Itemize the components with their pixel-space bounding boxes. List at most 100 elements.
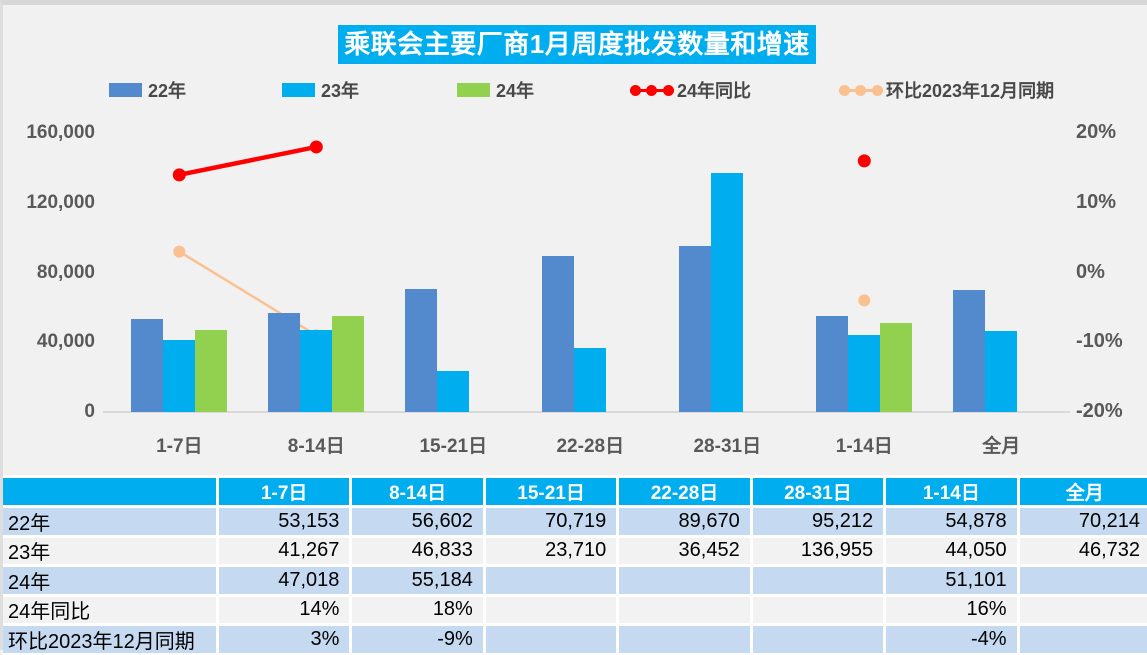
table-cell-24年同比-28-31日[interactable] <box>752 596 884 623</box>
table-header-1-7日[interactable]: 1-7日 <box>219 478 350 505</box>
table-cell-22年-28-31日[interactable]: 95,212 <box>752 508 884 535</box>
table-cell-环比2023年12月同期-15-21日[interactable] <box>485 626 617 653</box>
legend-item-24年[interactable]: 24年 <box>457 79 534 101</box>
table-cell-23年-22-28日[interactable]: 36,452 <box>619 537 750 564</box>
bar-24年-8-14日[interactable] <box>332 315 365 412</box>
legend-dot <box>646 85 657 96</box>
line-marker-环比2023年12月同期-1-7日 <box>173 245 186 258</box>
legend-label: 24年 <box>496 81 535 101</box>
y-axis-tick-right: 0% <box>1076 260 1105 283</box>
y-axis-tick-right: -10% <box>1076 330 1123 353</box>
bar-23年-28-31日[interactable] <box>711 173 744 412</box>
table-header-corner[interactable] <box>3 478 216 505</box>
y-axis-tick-left: 120,000 <box>26 191 95 213</box>
table-header-28-31日[interactable]: 28-31日 <box>752 478 884 505</box>
bar-22年-8-14日[interactable] <box>268 313 301 412</box>
table-header-15-21日[interactable]: 15-21日 <box>485 478 617 505</box>
legend-dot <box>839 85 850 96</box>
table-cell-22年-1-7日[interactable]: 53,153 <box>219 508 350 535</box>
bar-22年-1-7日[interactable] <box>131 319 164 412</box>
bar-22年-28-31日[interactable] <box>679 245 712 412</box>
x-axis-label-1-14日: 1-14日 <box>835 436 893 457</box>
x-axis-label-8-14日: 8-14日 <box>287 436 345 457</box>
table-cell-24年同比-8-14日[interactable]: 18% <box>352 596 483 623</box>
table-cell-24年-22-28日[interactable] <box>619 567 750 594</box>
table-cell-22年-22-28日[interactable]: 89,670 <box>619 508 750 535</box>
legend-label: 24年同比 <box>677 81 752 101</box>
bar-23年-全月[interactable] <box>985 330 1018 412</box>
bar-22年-全月[interactable] <box>953 289 986 412</box>
table-cell-24年同比-1-14日[interactable]: 16% <box>886 596 1017 623</box>
legend-item-23年[interactable]: 23年 <box>282 79 359 101</box>
line-marker-24年同比-1-14日 <box>857 154 871 168</box>
bar-22年-22-28日[interactable] <box>542 255 575 412</box>
x-axis-label-28-31日: 28-31日 <box>693 436 762 457</box>
bar-22年-1-14日[interactable] <box>816 316 849 412</box>
table-cell-23年-1-14日[interactable]: 44,050 <box>886 537 1017 564</box>
table-cell-23年-8-14日[interactable]: 46,833 <box>352 537 483 564</box>
table-header-全月[interactable]: 全月 <box>1019 478 1147 505</box>
row-label-24年同比[interactable]: 24年同比 <box>3 596 216 623</box>
bar-23年-1-7日[interactable] <box>163 340 196 412</box>
legend-dot <box>630 85 641 96</box>
table-cell-23年-1-7日[interactable]: 41,267 <box>219 537 350 564</box>
x-axis-label-22-28日: 22-28日 <box>556 436 625 457</box>
table-cell-24年同比-1-7日[interactable]: 14% <box>219 596 350 623</box>
table-cell-22年-1-14日[interactable]: 54,878 <box>886 508 1017 535</box>
table-cell-环比2023年12月同期-全月[interactable] <box>1019 626 1147 653</box>
table-cell-24年-28-31日[interactable] <box>752 567 884 594</box>
y-axis-tick-left: 80,000 <box>36 261 95 283</box>
table-cell-24年-15-21日[interactable] <box>485 567 617 594</box>
table-cell-环比2023年12月同期-1-14日[interactable]: -4% <box>886 626 1017 653</box>
table-cell-23年-15-21日[interactable]: 23,710 <box>485 537 617 564</box>
line-marker-环比2023年12月同期-1-14日 <box>858 294 871 307</box>
bar-24年-1-14日[interactable] <box>880 322 913 412</box>
y-axis-tick-right: -20% <box>1076 400 1123 422</box>
table-cell-23年-全月[interactable]: 46,732 <box>1019 537 1147 564</box>
row-label-23年[interactable]: 23年 <box>3 537 216 564</box>
row-label-22年[interactable]: 22年 <box>3 508 216 535</box>
bar-23年-8-14日[interactable] <box>300 330 333 412</box>
table-cell-24年同比-全月[interactable] <box>1019 596 1147 623</box>
table-cell-22年-全月[interactable]: 70,214 <box>1019 508 1147 535</box>
legend-dot <box>855 85 866 96</box>
table-cell-24年同比-22-28日[interactable] <box>619 596 750 623</box>
table-cell-环比2023年12月同期-22-28日[interactable] <box>619 626 750 653</box>
y-axis-tick-left: 0 <box>84 401 95 422</box>
bar-23年-22-28日[interactable] <box>574 348 607 412</box>
legend-dot <box>663 85 674 96</box>
line-segment-24年同比 <box>178 144 317 178</box>
legend-bar-swatch <box>109 83 142 97</box>
table-cell-环比2023年12月同期-8-14日[interactable]: -9% <box>352 626 483 653</box>
table-cell-环比2023年12月同期-28-31日[interactable] <box>752 626 884 653</box>
x-axis-line <box>103 411 1070 413</box>
chart-legend: 22年 23年 24年 24年同比 环比2023年12月同期 <box>3 79 1147 103</box>
row-label-环比2023年12月同期[interactable]: 环比2023年12月同期 <box>3 626 216 653</box>
legend-item-环比2023年12月同期[interactable]: 环比2023年12月同期 <box>839 79 1054 101</box>
table-cell-环比2023年12月同期-1-7日[interactable]: 3% <box>219 626 350 653</box>
table-cell-24年-全月[interactable] <box>1019 567 1147 594</box>
table-cell-24年-8-14日[interactable]: 55,184 <box>352 567 483 594</box>
table-cell-24年-1-14日[interactable]: 51,101 <box>886 567 1017 594</box>
bar-23年-15-21日[interactable] <box>437 370 470 412</box>
x-axis-label-15-21日: 15-21日 <box>419 436 488 457</box>
table-cell-23年-28-31日[interactable]: 136,955 <box>752 537 884 564</box>
table-cell-22年-15-21日[interactable]: 70,719 <box>485 508 617 535</box>
table-cell-24年-1-7日[interactable]: 47,018 <box>219 567 350 594</box>
table-cell-24年同比-15-21日[interactable] <box>485 596 617 623</box>
line-marker-24年同比-1-7日 <box>172 168 186 182</box>
legend-bar-swatch <box>282 83 315 97</box>
table-header-8-14日[interactable]: 8-14日 <box>352 478 483 505</box>
table-header-1-14日[interactable]: 1-14日 <box>886 478 1017 505</box>
row-label-24年[interactable]: 24年 <box>3 567 216 594</box>
bar-22年-15-21日[interactable] <box>405 288 438 412</box>
legend-item-24年同比[interactable]: 24年同比 <box>630 79 751 101</box>
table-cell-22年-8-14日[interactable]: 56,602 <box>352 508 483 535</box>
legend-dot <box>872 85 883 96</box>
bar-23年-1-14日[interactable] <box>848 335 881 412</box>
bar-24年-1-7日[interactable] <box>195 330 228 412</box>
table-header-22-28日[interactable]: 22-28日 <box>619 478 750 505</box>
legend-item-22年[interactable]: 22年 <box>109 79 186 101</box>
y-axis-tick-right: 20% <box>1076 121 1117 143</box>
x-axis-label-1-7日: 1-7日 <box>156 436 203 457</box>
